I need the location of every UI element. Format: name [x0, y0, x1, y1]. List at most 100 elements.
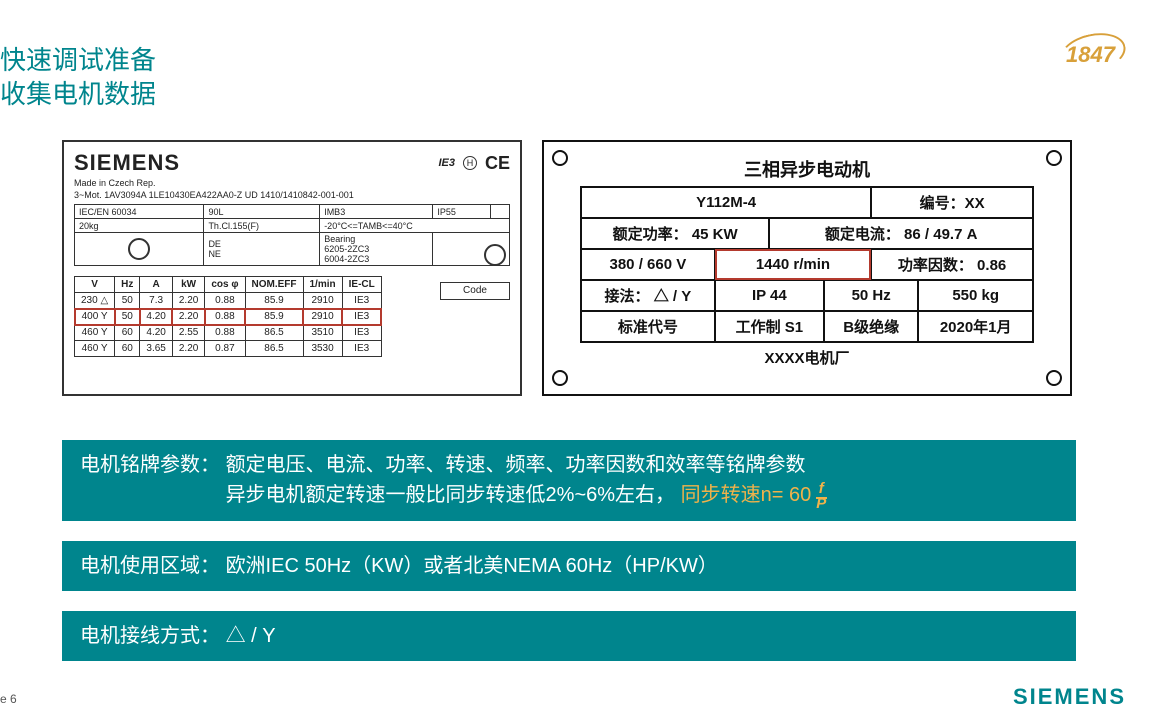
cn-cell: 额定电流： 86 / 49.7 A: [769, 218, 1033, 249]
ratings-cell: 85.9: [245, 293, 303, 309]
ratings-cell: 2.55: [172, 325, 204, 341]
ce-mark: CE: [485, 153, 510, 174]
spec-table: IEC/EN 60034 90L IMB3 IP55 20kg Th.Cl.15…: [74, 204, 510, 266]
page-number: e 6: [0, 692, 17, 706]
spec-cell: 90L: [204, 205, 320, 219]
logo-1847: 1847: [1060, 34, 1126, 78]
cn-cell: B级绝缘: [824, 311, 918, 342]
ratings-cell: IE3: [342, 341, 381, 357]
mount-hole-icon: [128, 238, 150, 260]
ratings-cell: 2.20: [172, 293, 204, 309]
bar-label: 电机铭牌参数：: [80, 454, 220, 476]
ratings-cell: 3510: [303, 325, 342, 341]
ratings-cell: 0.87: [205, 341, 245, 357]
ratings-cell: 60: [115, 341, 140, 357]
bearing-de-val: 6205-2ZC3: [324, 244, 369, 254]
cn-cell: 380 / 660 V: [581, 249, 715, 280]
ratings-cell: 2910: [303, 309, 342, 325]
ratings-cell: 0.88: [205, 293, 245, 309]
ratings-cell: 4.20: [140, 309, 172, 325]
ratings-cell: 460 Y: [75, 341, 115, 357]
cn-cell: 550 kg: [918, 280, 1033, 311]
title-line2: 收集电机数据: [0, 78, 156, 112]
made-in: Made in Czech Rep.: [74, 178, 510, 188]
info-bars: 电机铭牌参数： 额定电压、电流、功率、转速、频率、功率因数和效率等铭牌参数 电机…: [62, 440, 1076, 681]
ratings-header: cos φ: [205, 277, 245, 293]
bar-label: 电机使用区域：: [80, 555, 220, 577]
brand-label: SIEMENS: [74, 150, 180, 176]
screw-icon: [552, 150, 568, 166]
ratings-cell: 85.9: [245, 309, 303, 325]
ratings-cell: 0.88: [205, 309, 245, 325]
model-line: 3~Mot. 1AV3094A 1LE10430EA422AA0-Z UD 14…: [74, 190, 510, 200]
siemens-nameplate: SIEMENS IE3 H CE Made in Czech Rep. 3~Mo…: [62, 140, 522, 396]
formula-text: 同步转速n= 60fP: [681, 484, 830, 506]
ratings-cell: 0.88: [205, 325, 245, 341]
ratings-header: V: [75, 277, 115, 293]
ratings-cell: 4.20: [140, 325, 172, 341]
cn-cell: 1440 r/min: [715, 249, 871, 280]
ie3-mark: IE3: [438, 157, 455, 169]
cn-title: 三相异步电动机: [581, 152, 1033, 187]
ratings-cell: 60: [115, 325, 140, 341]
ratings-header: NOM.EFF: [245, 277, 303, 293]
cn-cell: 编号：XX: [871, 187, 1033, 218]
ratings-cell: 86.5: [245, 325, 303, 341]
ratings-cell: 50: [115, 309, 140, 325]
ratings-cell: IE3: [342, 325, 381, 341]
nameplates-row: SIEMENS IE3 H CE Made in Czech Rep. 3~Mo…: [62, 140, 1072, 396]
cn-cell: 接法： △ / Y: [581, 280, 715, 311]
info-bar-region: 电机使用区域： 欧洲IEC 50Hz（KW）或者北美NEMA 60Hz（HP/K…: [62, 541, 1076, 591]
cn-cell: 工作制 S1: [715, 311, 824, 342]
ratings-cell: IE3: [342, 293, 381, 309]
bar-text: 欧洲IEC 50Hz（KW）或者北美NEMA 60Hz（HP/KW）: [226, 555, 718, 577]
ratings-cell: 50: [115, 293, 140, 309]
spec-cell: [491, 205, 510, 219]
bearing-ne-val: 6004-2ZC3: [324, 254, 369, 264]
h-mark: H: [463, 156, 477, 170]
bar-text: 异步电机额定转速一般比同步转速低2%~6%左右，: [226, 484, 676, 506]
ratings-cell: 2910: [303, 293, 342, 309]
ratings-cell: 2.20: [172, 309, 204, 325]
info-bar-connection: 电机接线方式： △ / Y: [62, 611, 1076, 661]
bearing-title: Bearing: [324, 234, 355, 244]
ratings-cell: 230 △: [75, 293, 115, 309]
ratings-cell: 460 Y: [75, 325, 115, 341]
spec-cell: IP55: [433, 205, 491, 219]
ratings-header: A: [140, 277, 172, 293]
title-line1: 快速调试准备: [0, 44, 156, 78]
screw-icon: [552, 370, 568, 386]
cn-cell: 50 Hz: [824, 280, 918, 311]
bar-text: 额定电压、电流、功率、转速、频率、功率因数和效率等铭牌参数: [226, 454, 806, 476]
ratings-cell: IE3: [342, 309, 381, 325]
ratings-header: IE-CL: [342, 277, 381, 293]
info-bar-params: 电机铭牌参数： 额定电压、电流、功率、转速、频率、功率因数和效率等铭牌参数 电机…: [62, 440, 1076, 521]
ratings-cell: 2.20: [172, 341, 204, 357]
bar-label: 电机接线方式：: [80, 625, 220, 647]
ratings-cell: 400 Y: [75, 309, 115, 325]
mount-hole-icon: [484, 244, 506, 266]
spec-cell: 20kg: [75, 219, 204, 233]
spec-cell: IEC/EN 60034: [75, 205, 204, 219]
bar-text: △ / Y: [226, 625, 276, 647]
code-label: Code: [440, 282, 510, 300]
cn-cell: 2020年1月: [918, 311, 1033, 342]
bearing-ne: NE: [208, 249, 221, 259]
chinese-nameplate: 三相异步电动机Y112M-4编号：XX额定功率： 45 KW额定电流： 86 /…: [542, 140, 1072, 396]
ratings-table: VHzAkWcos φNOM.EFF1/minIE-CL230 △507.32.…: [74, 276, 382, 357]
ratings-cell: 7.3: [140, 293, 172, 309]
screw-icon: [1046, 370, 1062, 386]
spec-cell: -20°C<=TAMB<=40°C: [320, 219, 510, 233]
spec-cell: IMB3: [320, 205, 433, 219]
cn-cell: 功率因数： 0.86: [871, 249, 1033, 280]
spec-cell: Th.Cl.155(F): [204, 219, 320, 233]
ratings-header: Hz: [115, 277, 140, 293]
ratings-cell: 86.5: [245, 341, 303, 357]
cn-cell: 标准代号: [581, 311, 715, 342]
cn-cell: 额定功率： 45 KW: [581, 218, 769, 249]
cn-cell: IP 44: [715, 280, 824, 311]
cn-table: 三相异步电动机Y112M-4编号：XX额定功率： 45 KW额定电流： 86 /…: [580, 152, 1034, 372]
screw-icon: [1046, 150, 1062, 166]
ratings-header: kW: [172, 277, 204, 293]
slide-title: 快速调试准备 收集电机数据: [0, 44, 156, 112]
